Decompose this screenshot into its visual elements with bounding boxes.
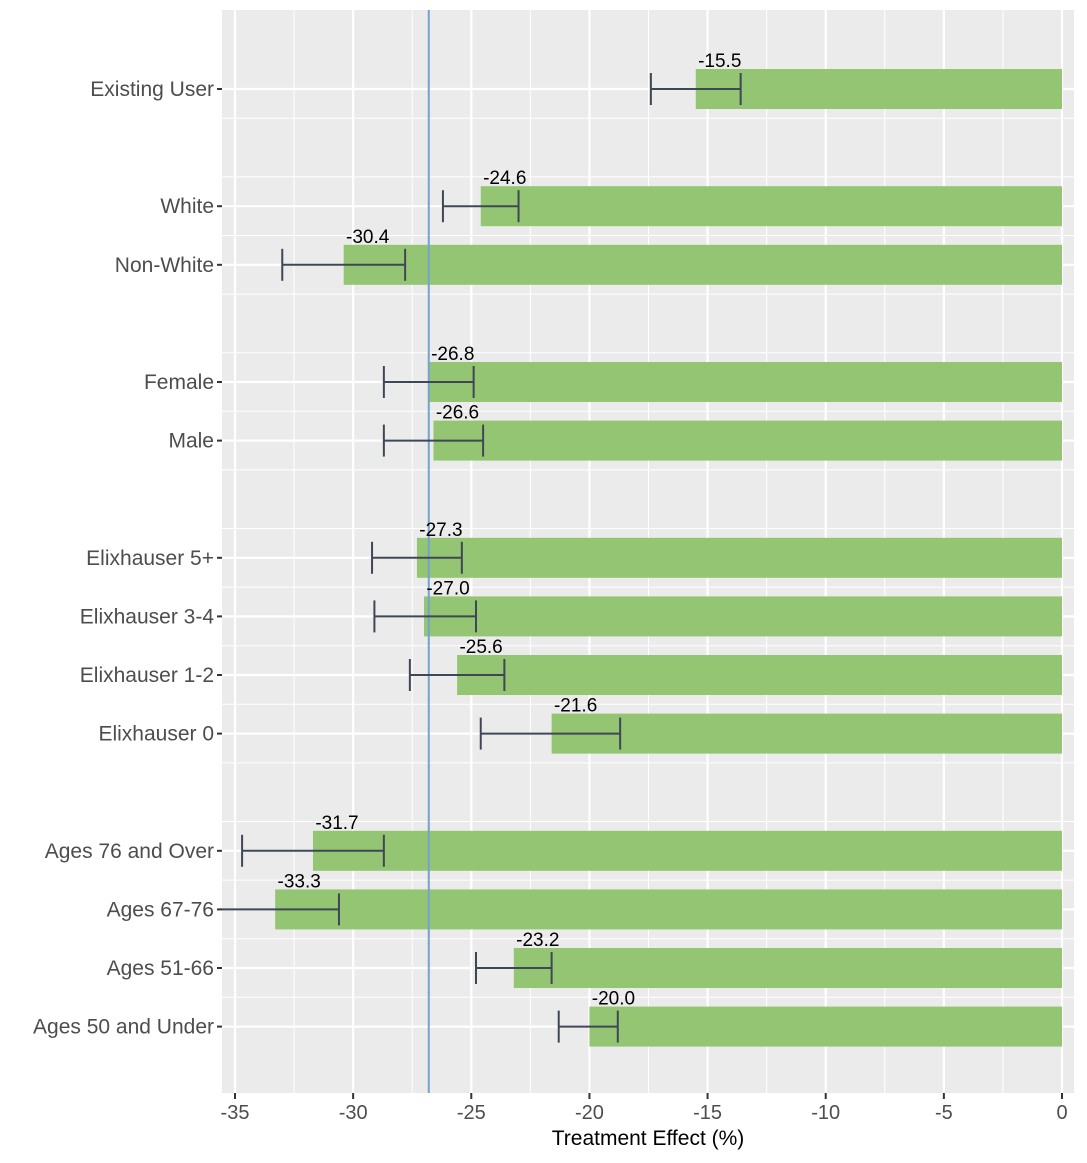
x-tick-label: -15 bbox=[693, 1102, 722, 1124]
y-tick-label: Ages 50 and Under bbox=[33, 1016, 214, 1039]
error-bar bbox=[441, 190, 520, 223]
x-tick-label: -10 bbox=[811, 1102, 840, 1124]
bar bbox=[480, 186, 1062, 227]
data-labels-layer: -15.5 -24.6 -30.4 -26.8 -26.6 -27.3 -27.0 -25.6… bbox=[278, 51, 742, 1010]
x-tick-label: -20 bbox=[575, 1102, 604, 1124]
error-bar bbox=[479, 717, 622, 750]
bar bbox=[433, 420, 1063, 461]
bar bbox=[428, 362, 1062, 402]
error-bar bbox=[222, 893, 340, 926]
y-tick-label: White bbox=[160, 195, 214, 218]
x-tick-label: 0 bbox=[1056, 1102, 1067, 1124]
data-label: -27.3 bbox=[419, 520, 462, 541]
error-bar bbox=[557, 1010, 619, 1043]
y-tick-label: Elixhauser 3-4 bbox=[80, 605, 215, 628]
data-label: -25.6 bbox=[459, 637, 502, 658]
bar bbox=[343, 244, 1063, 285]
error-bar bbox=[475, 952, 553, 984]
error-bars-layer bbox=[222, 73, 742, 1043]
x-axis-title: Treatment Effect (%) bbox=[552, 1127, 745, 1150]
y-tick-label: Ages 76 and Over bbox=[45, 840, 214, 863]
x-tick-label: -30 bbox=[339, 1102, 368, 1124]
bar bbox=[551, 713, 1062, 754]
bar bbox=[312, 830, 1063, 871]
bar bbox=[513, 948, 1062, 988]
data-label: -27.0 bbox=[426, 578, 469, 599]
data-label: -20.0 bbox=[592, 989, 635, 1010]
y-tick-label: Ages 67-76 bbox=[107, 898, 214, 921]
y-tick-label: Male bbox=[168, 430, 214, 453]
data-label: -15.5 bbox=[698, 51, 741, 72]
y-axis: Existing User White Non-White Female Male Eli… bbox=[33, 78, 222, 1039]
bar bbox=[589, 1006, 1062, 1047]
error-bar bbox=[649, 73, 742, 105]
bars-layer bbox=[275, 69, 1063, 1047]
error-bar bbox=[281, 248, 407, 281]
data-label: -26.6 bbox=[436, 403, 479, 424]
y-tick-label: Elixhauser 0 bbox=[98, 723, 214, 746]
data-label: -26.8 bbox=[431, 344, 474, 365]
data-label: -23.2 bbox=[516, 930, 559, 951]
error-bar bbox=[373, 600, 478, 633]
data-label: -30.4 bbox=[346, 227, 390, 248]
bar bbox=[457, 655, 1062, 695]
bar bbox=[424, 596, 1062, 637]
error-bar bbox=[241, 834, 385, 867]
x-tick-label: -35 bbox=[221, 1102, 250, 1124]
data-label: -24.6 bbox=[483, 168, 526, 189]
error-bar bbox=[371, 541, 463, 574]
data-label: -31.7 bbox=[315, 813, 358, 834]
bar bbox=[275, 889, 1062, 930]
bar bbox=[416, 537, 1062, 578]
y-tick-label: Ages 51-66 bbox=[107, 957, 214, 980]
y-tick-label: Female bbox=[144, 371, 214, 394]
x-axis: -35 -30 -25 -20 -15 -10 -5 0 bbox=[221, 1093, 1068, 1124]
y-tick-label: Elixhauser 1-2 bbox=[80, 664, 214, 687]
error-bar bbox=[408, 659, 506, 691]
x-tick-label: -5 bbox=[935, 1102, 953, 1124]
y-tick-label: Non-White bbox=[115, 254, 214, 277]
error-bar bbox=[382, 366, 475, 398]
y-tick-label: Existing User bbox=[90, 78, 214, 101]
y-tick-label: Elixhauser 5+ bbox=[86, 547, 214, 570]
bar bbox=[695, 69, 1062, 109]
data-label: -21.6 bbox=[554, 696, 597, 717]
data-label: -33.3 bbox=[278, 871, 321, 892]
error-bar bbox=[382, 424, 485, 457]
x-tick-label: -25 bbox=[457, 1102, 486, 1124]
